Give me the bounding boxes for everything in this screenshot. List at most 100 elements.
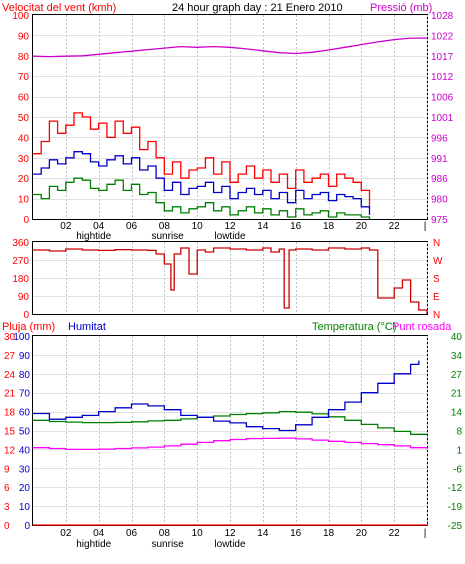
rain-tick-label: 30 — [4, 332, 16, 343]
hour-tick-label: 10 — [192, 528, 204, 539]
wind-tick-label: 60 — [18, 93, 30, 104]
hour-tick-label: 20 — [356, 528, 368, 539]
temperature-tick-label: -19 — [448, 502, 463, 513]
pressure-tick-label: 996 — [431, 133, 448, 144]
pressure-tick-label: 1001 — [431, 113, 454, 124]
rain-tick-label: 24 — [4, 370, 16, 381]
temperature-tick-label: 1 — [456, 445, 462, 456]
event-label-sunrise: sunrise — [151, 231, 184, 242]
hour-tick-label: 06 — [126, 528, 138, 539]
hour-tick-label: 20 — [356, 221, 368, 232]
hour-tick-label: 14 — [257, 528, 269, 539]
temperature-tick-label: -12 — [448, 483, 463, 494]
dew-point-line — [33, 437, 428, 451]
pressure-tick-label: 1006 — [431, 93, 454, 104]
wind-tick-label: 50 — [18, 113, 30, 124]
pressure-tick-label: 1012 — [431, 72, 454, 83]
rain-tick-label: 9 — [4, 464, 10, 475]
hour-tick-label: 02 — [60, 221, 72, 232]
pressure-axis-title: Pressió (mb) — [370, 2, 432, 14]
rain-axis-title: Pluja (mm) — [2, 321, 55, 333]
humidity-line — [33, 360, 420, 432]
direction-tick-label: 0 — [23, 310, 29, 321]
hour-tick-label: 22 — [389, 221, 401, 232]
time-axis: 02 04 06 08 10 12 14 16 18 20 22 | hightide sunrise lo… — [60, 221, 426, 550]
rain-tick-label: 15 — [4, 427, 16, 438]
temperature-tick-label: 27 — [451, 370, 463, 381]
pressure-tick-label: 975 — [431, 215, 448, 226]
wind-minimum-line — [33, 177, 371, 219]
compass-tick-label: S — [433, 274, 440, 285]
hour-tick-label: 18 — [323, 528, 335, 539]
hour-tick-label: | — [424, 528, 427, 539]
event-label-lowtide: lowtide — [214, 231, 246, 242]
wind-tick-label: 40 — [18, 133, 30, 144]
humidity-tick-label: 30 — [19, 464, 31, 475]
wind-direction-line — [33, 247, 428, 314]
compass-tick-label: E — [433, 292, 440, 303]
wind-axis-title: Velocitat del vent (kmh) — [2, 2, 116, 14]
hour-tick-label: 10 — [192, 221, 204, 232]
hour-tick-label: 22 — [389, 528, 401, 539]
wind-tick-label: 20 — [18, 174, 30, 185]
rain-tick-label: 21 — [4, 389, 16, 400]
axis-ticks: 0102030405060708090100975980986991996100… — [4, 11, 462, 532]
hour-tick-label: 12 — [224, 528, 236, 539]
direction-tick-label: 270 — [12, 256, 29, 267]
temperature-line — [33, 410, 428, 436]
wind-tick-label: 70 — [18, 72, 30, 83]
pressure-tick-label: 986 — [431, 174, 448, 185]
humidity-tick-label: 0 — [24, 521, 30, 532]
hour-tick-label: | — [424, 221, 427, 232]
compass-tick-label: N — [433, 310, 440, 321]
hour-tick-label: 12 — [224, 221, 236, 232]
temperature-tick-label: 34 — [451, 351, 463, 362]
wind-tick-label: 90 — [18, 31, 30, 42]
humidity-tick-label: 90 — [19, 351, 31, 362]
hour-tick-label: 16 — [290, 528, 302, 539]
wind-tick-label: 30 — [18, 154, 30, 165]
pressure-tick-label: 980 — [431, 195, 448, 206]
hour-tick-label: 16 — [290, 221, 302, 232]
event-label-sunrise: sunrise — [151, 539, 184, 550]
direction-tick-label: 360 — [12, 238, 29, 249]
compass-tick-label: N — [433, 238, 440, 249]
temperature-tick-label: 40 — [451, 332, 463, 343]
event-label-hightide: hightide — [76, 539, 111, 550]
hour-tick-label: 04 — [93, 221, 105, 232]
humidity-tick-label: 80 — [19, 370, 31, 381]
hour-tick-label: 06 — [126, 221, 138, 232]
humidity-tick-label: 10 — [19, 502, 31, 513]
wind-tick-label: 0 — [23, 215, 29, 226]
event-label-lowtide: lowtide — [214, 539, 246, 550]
humidity-tick-label: 100 — [13, 332, 30, 343]
humidity-tick-label: 60 — [19, 408, 31, 419]
hour-tick-label: 02 — [60, 528, 72, 539]
hour-tick-label: 14 — [257, 221, 269, 232]
hour-tick-label: 08 — [159, 528, 171, 539]
wind-tick-label: 10 — [18, 195, 30, 206]
wind-average-line — [33, 151, 371, 215]
hour-tick-label: 08 — [159, 221, 171, 232]
humidity-tick-label: 50 — [19, 427, 31, 438]
graph-title: 24 hour graph day : 21 Enero 2010 — [172, 2, 343, 14]
pressure-line — [32, 37, 427, 58]
event-label-hightide: hightide — [76, 231, 111, 242]
chart-series — [32, 37, 428, 526]
temperature-tick-label: 14 — [451, 408, 463, 419]
temperature-tick-label: 8 — [456, 427, 462, 438]
temperature-tick-label: 21 — [451, 389, 463, 400]
humidity-tick-label: 20 — [19, 483, 31, 494]
pressure-tick-label: 1022 — [431, 31, 454, 42]
hour-tick-label: 04 — [93, 528, 105, 539]
wind-tick-label: 100 — [12, 11, 29, 22]
pressure-tick-label: 1028 — [431, 11, 454, 22]
temperature-tick-label: -25 — [448, 521, 463, 532]
humidity-axis-title: Humitat — [68, 321, 106, 333]
compass-tick-label: W — [433, 256, 443, 267]
dew-point-axis-title: Punt rosada — [392, 321, 452, 333]
wind-gust-line — [33, 112, 371, 207]
pressure-tick-label: 1017 — [431, 52, 454, 63]
direction-tick-label: 90 — [18, 292, 30, 303]
